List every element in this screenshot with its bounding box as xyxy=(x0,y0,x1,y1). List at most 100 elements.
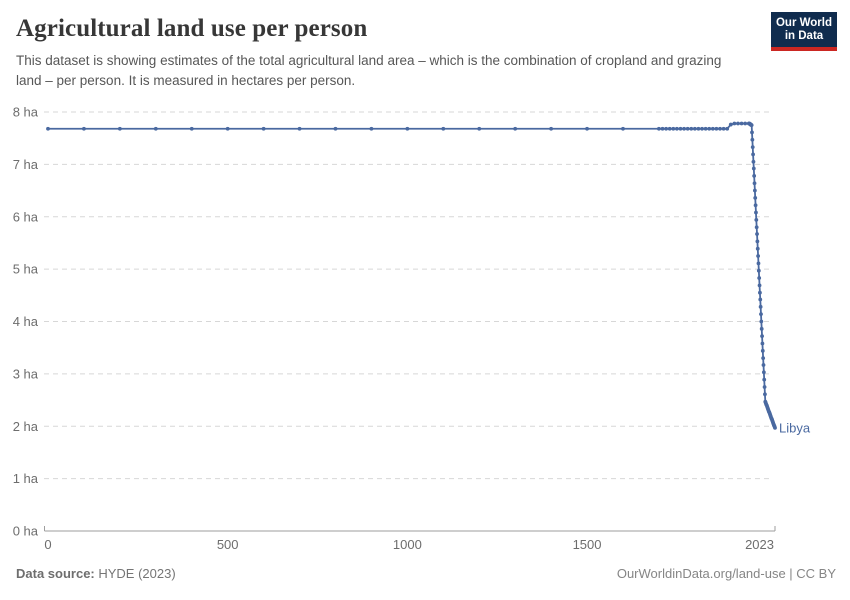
data-point[interactable] xyxy=(667,126,672,131)
data-point[interactable] xyxy=(696,126,701,131)
data-point[interactable] xyxy=(753,195,758,200)
data-point[interactable] xyxy=(761,356,766,361)
chart-footer: Data source: HYDE (2023) OurWorldinData.… xyxy=(16,566,836,581)
data-point[interactable] xyxy=(752,174,757,178)
y-tick-label: 3 ha xyxy=(13,366,39,381)
data-line-libya[interactable] xyxy=(47,122,776,429)
data-point[interactable] xyxy=(689,126,694,131)
data-point[interactable] xyxy=(261,126,266,131)
data-point[interactable] xyxy=(671,126,676,131)
data-point[interactable] xyxy=(760,334,764,339)
data-point[interactable] xyxy=(117,126,122,131)
data-point[interactable] xyxy=(750,137,755,142)
x-tick-label: 500 xyxy=(217,537,239,552)
data-point[interactable] xyxy=(718,126,722,131)
data-point[interactable] xyxy=(759,319,764,324)
data-point[interactable] xyxy=(549,126,554,131)
data-point[interactable] xyxy=(762,377,767,382)
data-point[interactable] xyxy=(755,239,760,244)
data-point[interactable] xyxy=(657,126,661,131)
data-point[interactable] xyxy=(749,123,754,127)
data-point[interactable] xyxy=(405,126,410,131)
data-source-note: Data source: HYDE (2023) xyxy=(16,566,176,581)
x-tick-label: 1500 xyxy=(573,537,602,552)
data-point[interactable] xyxy=(441,126,446,131)
data-point[interactable] xyxy=(751,159,756,164)
y-tick-label: 7 ha xyxy=(13,157,39,172)
data-point[interactable] xyxy=(743,121,748,126)
data-point[interactable] xyxy=(752,181,757,186)
data-point[interactable] xyxy=(664,126,669,131)
data-point[interactable] xyxy=(751,152,755,157)
data-point[interactable] xyxy=(46,126,50,131)
data-point[interactable] xyxy=(189,126,194,131)
data-point[interactable] xyxy=(732,121,737,126)
data-point[interactable] xyxy=(761,363,766,367)
data-point[interactable] xyxy=(752,188,757,193)
data-point[interactable] xyxy=(761,370,766,375)
data-point[interactable] xyxy=(754,225,759,230)
data-point[interactable] xyxy=(739,121,744,126)
data-point[interactable] xyxy=(760,341,765,346)
data-point[interactable] xyxy=(692,126,697,131)
data-point[interactable] xyxy=(758,304,763,309)
data-point[interactable] xyxy=(710,126,715,131)
data-point[interactable] xyxy=(477,126,482,131)
y-tick-label: 2 ha xyxy=(13,419,39,434)
page-title: Agricultural land use per person xyxy=(16,15,368,42)
data-point[interactable] xyxy=(82,126,86,131)
data-point[interactable] xyxy=(763,392,767,397)
data-point[interactable] xyxy=(756,254,761,258)
owid-logo[interactable]: Our World in Data xyxy=(771,12,837,51)
data-point[interactable] xyxy=(297,126,302,131)
y-tick-label: 4 ha xyxy=(13,314,39,329)
data-point[interactable] xyxy=(721,126,726,131)
data-point[interactable] xyxy=(756,268,761,273)
data-point[interactable] xyxy=(755,232,759,236)
y-tick-label: 6 ha xyxy=(13,209,39,224)
data-point[interactable] xyxy=(225,126,230,131)
data-point[interactable] xyxy=(714,126,719,131)
data-point[interactable] xyxy=(707,126,712,131)
data-point[interactable] xyxy=(369,126,374,131)
data-point[interactable] xyxy=(758,297,763,302)
data-point[interactable] xyxy=(678,126,683,131)
credit-link[interactable]: OurWorldinData.org/land-use | CC BY xyxy=(616,566,836,581)
data-point[interactable] xyxy=(703,126,708,131)
data-point[interactable] xyxy=(685,126,690,131)
data-point[interactable] xyxy=(751,166,756,171)
y-tick-label: 5 ha xyxy=(13,262,39,277)
data-point[interactable] xyxy=(728,122,733,127)
x-tick-label: 0 xyxy=(44,537,51,552)
data-point[interactable] xyxy=(682,126,686,131)
data-point[interactable] xyxy=(755,246,760,251)
data-point[interactable] xyxy=(756,261,761,266)
data-point[interactable] xyxy=(660,126,665,131)
data-point[interactable] xyxy=(700,126,704,131)
data-point[interactable] xyxy=(750,130,754,135)
owid-logo-line1: Our World xyxy=(775,17,832,29)
data-point[interactable] xyxy=(333,126,338,131)
data-point[interactable] xyxy=(753,203,758,208)
data-point[interactable] xyxy=(725,126,730,131)
data-point[interactable] xyxy=(762,385,767,389)
data-point[interactable] xyxy=(773,425,777,430)
data-point[interactable] xyxy=(674,126,679,131)
data-point[interactable] xyxy=(757,283,762,288)
data-point[interactable] xyxy=(513,126,518,131)
data-point[interactable] xyxy=(621,126,625,131)
data-point[interactable] xyxy=(758,290,762,295)
data-point[interactable] xyxy=(736,121,740,126)
data-point[interactable] xyxy=(585,126,589,131)
data-point[interactable] xyxy=(759,312,763,317)
data-point[interactable] xyxy=(760,348,765,353)
data-point[interactable] xyxy=(750,145,755,149)
data-point[interactable] xyxy=(754,217,759,222)
x-tick-label: 1000 xyxy=(393,537,422,552)
series-label-libya[interactable]: Libya xyxy=(779,420,811,435)
data-point[interactable] xyxy=(757,276,762,280)
data-point[interactable] xyxy=(759,326,764,331)
data-point[interactable] xyxy=(153,126,158,131)
data-point[interactable] xyxy=(754,210,758,215)
